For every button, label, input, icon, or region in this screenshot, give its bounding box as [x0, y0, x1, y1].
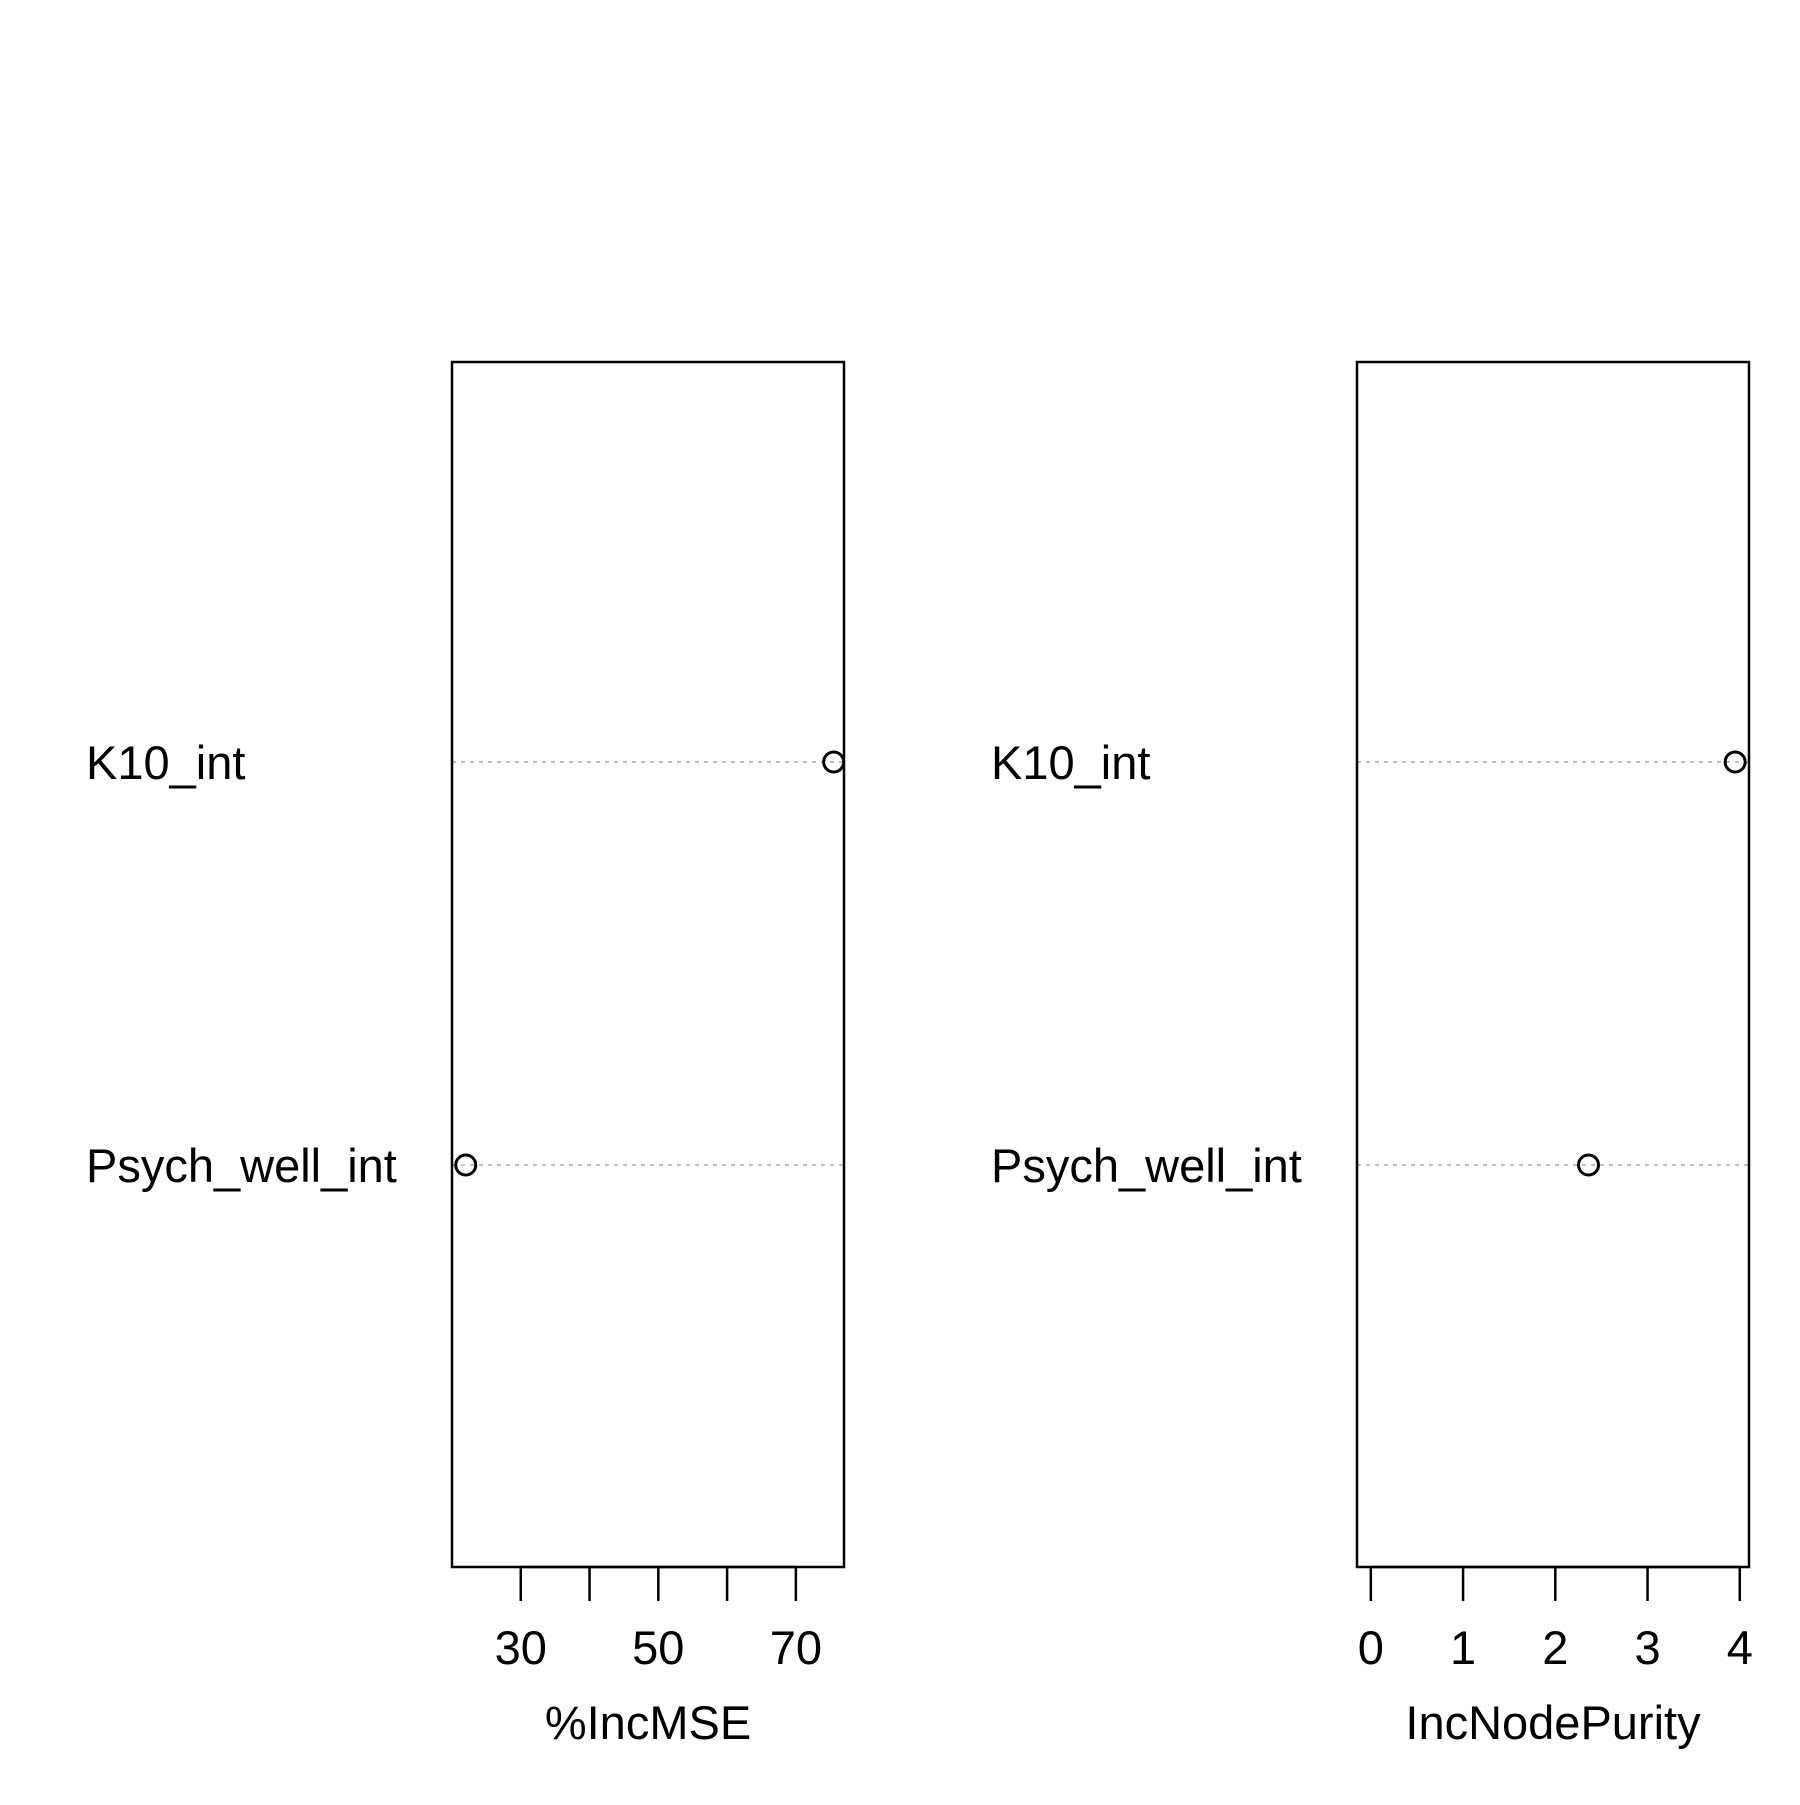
plot-frame	[1355, 360, 1751, 1569]
point-k10-int	[1723, 750, 1747, 774]
variable-label-psych-well-int: Psych_well_int	[86, 1139, 397, 1192]
x-tick-label: 50	[632, 1621, 684, 1674]
variable-label-psych-well-int: Psych_well_int	[991, 1139, 1302, 1192]
x-tick-label: 70	[770, 1621, 822, 1674]
x-tick-label: 0	[1358, 1621, 1384, 1674]
x-tick-label: 1	[1450, 1621, 1476, 1674]
point-psych-well-int	[1577, 1153, 1601, 1177]
x-tick-label: 2	[1542, 1621, 1568, 1674]
variable-label-k10-int: K10_int	[86, 736, 245, 789]
panel-incnodepurity: K10_int Psych_well_int 0 1 2 3 4 IncNodePurity	[991, 360, 1753, 1749]
plot-frame	[450, 360, 846, 1569]
point-psych-well-int	[454, 1153, 478, 1177]
x-tick-label: 30	[495, 1621, 547, 1674]
x-tick-label: 3	[1634, 1621, 1660, 1674]
x-axis-title: %IncMSE	[545, 1696, 751, 1749]
variable-label-k10-int: K10_int	[991, 736, 1150, 789]
panel-incmse: K10_int Psych_well_int 30 50 70 %IncMSE	[86, 360, 846, 1749]
x-tick-label: 4	[1727, 1621, 1753, 1674]
x-axis-title: IncNodePurity	[1405, 1696, 1701, 1749]
